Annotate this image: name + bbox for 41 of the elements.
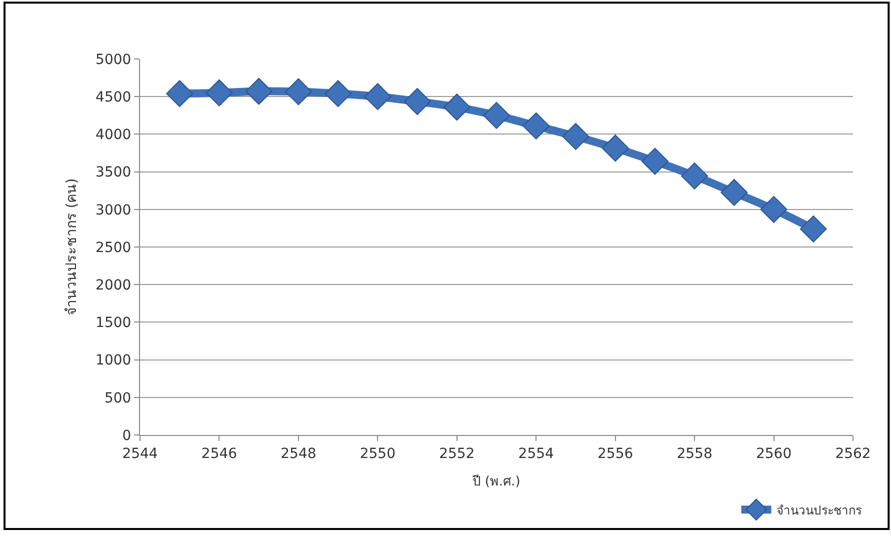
point xyxy=(364,83,392,110)
y-tick-label: 3500 xyxy=(96,164,132,181)
y-tick-label: 1500 xyxy=(96,315,132,332)
point xyxy=(284,78,312,106)
point xyxy=(522,112,550,140)
point xyxy=(443,94,470,121)
point xyxy=(562,122,590,150)
point xyxy=(681,162,708,190)
point xyxy=(206,79,233,106)
point xyxy=(800,215,827,242)
y-axis-title: จำนวนประชากร (คน) xyxy=(64,178,80,316)
point xyxy=(483,102,510,129)
y-tick-label: 2000 xyxy=(96,278,132,294)
point xyxy=(166,80,194,108)
y-tick-label: 500 xyxy=(104,390,132,406)
x-tick-label: 2562 xyxy=(835,446,871,462)
x-tick-label: 2550 xyxy=(360,446,396,462)
y-tick-label: 3000 xyxy=(96,202,132,218)
x-axis-title: ปี (พ.ศ.) xyxy=(472,473,520,490)
y-tick-label: 0 xyxy=(122,428,132,444)
y-tick-label: 2500 xyxy=(96,240,132,256)
x-tick-label: 2558 xyxy=(676,446,712,462)
point xyxy=(324,80,352,108)
y-tick-label: 4500 xyxy=(96,90,132,106)
point xyxy=(720,178,748,206)
point xyxy=(760,196,788,223)
x-tick-label: 2554 xyxy=(518,446,554,462)
point xyxy=(641,148,668,175)
x-tick-label: 2544 xyxy=(122,446,158,462)
point xyxy=(245,78,272,105)
y-tick-label: 5000 xyxy=(96,52,132,68)
x-tick-label: 2560 xyxy=(756,446,792,462)
point xyxy=(602,134,629,162)
y-tick-label: 1000 xyxy=(96,352,132,369)
y-tick-label: 4000 xyxy=(96,127,132,144)
x-tick-label: 2546 xyxy=(201,446,238,462)
x-tick-label: 2548 xyxy=(280,446,316,462)
legend-label: จำนวนประชากร xyxy=(776,503,862,518)
x-tick-label: 2552 xyxy=(439,446,475,462)
point xyxy=(404,88,431,115)
x-tick-label: 2556 xyxy=(598,446,634,462)
